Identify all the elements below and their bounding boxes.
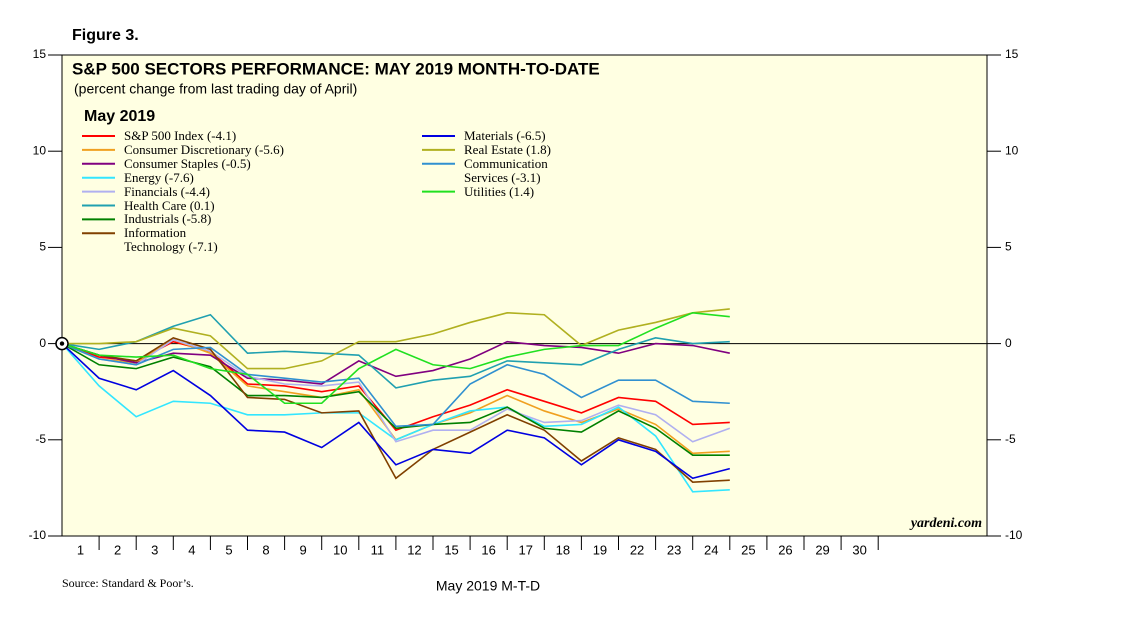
legend-label: Communication Services (-3.1)	[464, 155, 548, 185]
x-tick-label: 1	[77, 542, 84, 557]
x-tick-label: 9	[300, 542, 307, 557]
series-line	[61, 342, 730, 428]
x-tick-label: 15	[444, 542, 458, 557]
legend-title: May 2019	[84, 108, 155, 125]
y2-tick-label: 0	[1005, 336, 1012, 350]
x-tick-label: 19	[593, 542, 607, 557]
legend-label: Materials (-6.5)	[464, 128, 546, 143]
series-line	[61, 338, 731, 443]
series-line	[61, 343, 730, 493]
legend-label: Real Estate (1.8)	[464, 141, 551, 157]
legend-label: Financials (-4.4)	[124, 183, 210, 199]
x-tick-label: 17	[519, 542, 533, 557]
y2-tick-label: -5	[1005, 432, 1016, 446]
x-tick-label: 24	[704, 542, 718, 557]
legend-label: S&P 500 Index (-4.1)	[124, 128, 237, 143]
legend-label: Information Technology (-7.1)	[124, 225, 218, 255]
x-tick-label: 29	[815, 542, 829, 557]
y2-tick-label: 15	[1005, 47, 1019, 61]
series-line	[61, 340, 730, 432]
x-tick-label: 4	[188, 542, 195, 557]
chart-subtitle: (percent change from last trading day of…	[74, 81, 357, 97]
legend-label: Consumer Discretionary (-5.6)	[124, 141, 284, 157]
series-line	[61, 336, 730, 483]
x-tick-label: 26	[778, 542, 792, 557]
series-line	[61, 311, 730, 405]
series-line	[61, 343, 731, 480]
series-line	[62, 308, 730, 370]
x-tick-label: 12	[407, 542, 421, 557]
legend-label: Utilities (1.4)	[464, 183, 535, 199]
y-tick-label: -10	[29, 528, 47, 542]
legend-label: Health Care (0.1)	[124, 197, 215, 213]
y2-tick-label: 5	[1005, 240, 1012, 254]
y-tick-label: -5	[35, 432, 46, 446]
figure-label: Figure 3.	[72, 27, 139, 44]
legend-label: Energy (-7.6)	[124, 169, 194, 185]
x-tick-label: 5	[225, 542, 232, 557]
x-tick-label: 30	[852, 542, 866, 557]
x-tick-label: 23	[667, 542, 681, 557]
plot-area	[61, 54, 988, 537]
x-tick-label: 8	[262, 542, 269, 557]
series-line	[61, 340, 730, 385]
series-line	[61, 342, 730, 456]
source-note: Source: Standard & Poor’s.	[62, 576, 194, 590]
origin-dot	[59, 341, 65, 346]
chart-title: S&P 500 SECTORS PERFORMANCE: MAY 2019 MO…	[72, 59, 600, 78]
legend-label: Consumer Staples (-0.5)	[124, 155, 251, 171]
x-tick-label: 16	[481, 542, 495, 557]
x-tick-label: 10	[333, 542, 347, 557]
series-line	[61, 313, 730, 389]
y-tick-label: 0	[39, 336, 46, 350]
x-tick-label: 25	[741, 542, 755, 557]
y-tick-label: 15	[33, 47, 47, 61]
y2-tick-label: -10	[1005, 528, 1023, 542]
x-tick-label: 2	[114, 542, 121, 557]
y2-tick-label: 10	[1005, 143, 1019, 157]
x-axis-label: May 2019 M-T-D	[436, 578, 540, 594]
watermark: yardeni.com	[909, 516, 982, 531]
x-tick-label: 18	[556, 542, 570, 557]
y-tick-label: 10	[33, 143, 47, 157]
x-tick-label: 3	[151, 542, 158, 557]
y-tick-label: 5	[39, 240, 46, 254]
legend-label: Industrials (-5.8)	[124, 211, 212, 227]
x-tick-label: 22	[630, 542, 644, 557]
x-tick-label: 11	[371, 542, 385, 557]
